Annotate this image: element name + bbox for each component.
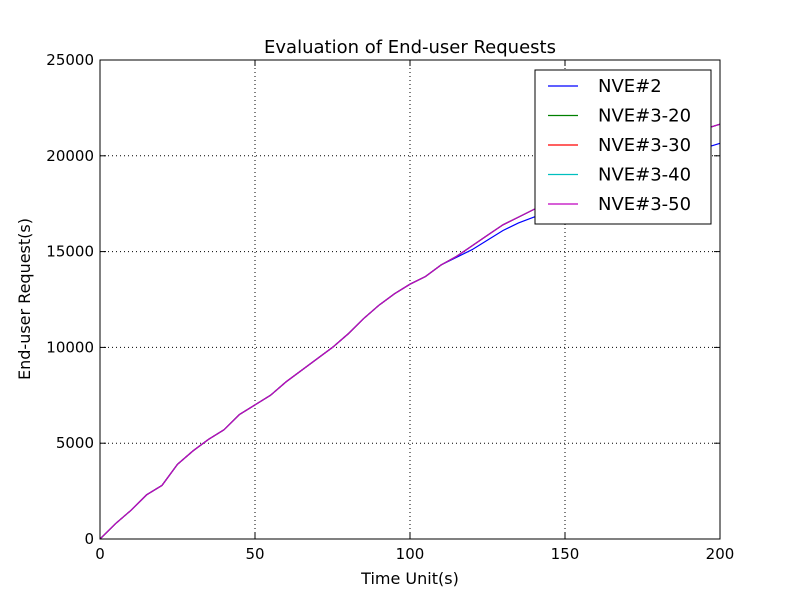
legend-label-4: NVE#3-50 (598, 194, 691, 215)
x-axis-label: Time Unit(s) (360, 569, 459, 588)
legend-box (534, 69, 712, 225)
x-tick-label-3: 150 (551, 545, 580, 563)
legend-label-3: NVE#3-40 (598, 165, 691, 186)
chart-title: Evaluation of End-user Requests (264, 37, 556, 58)
y-tick-label-3: 15000 (46, 243, 94, 261)
y-tick-label-2: 10000 (46, 338, 94, 356)
y-tick-label-5: 25000 (46, 51, 94, 69)
y-tick-label-4: 20000 (46, 147, 94, 165)
x-tick-label-4: 200 (706, 545, 735, 563)
x-tick-label-2: 100 (396, 545, 425, 563)
y-axis-label: End-user Request(s) (15, 218, 34, 380)
x-tick-label-1: 50 (245, 545, 264, 563)
legend-label-2: NVE#3-30 (598, 135, 691, 156)
legend-label-0: NVE#2 (598, 76, 662, 97)
axis-ticks: 0 50 100 150 200 0 5000 10000 15000 20000 25000 (46, 51, 734, 563)
legend: NVE#2 NVE#3-20 NVE#3-30 NVE#3-40 NVE#3-50 (534, 69, 712, 225)
y-tick-label-0: 0 (84, 530, 94, 548)
legend-label-1: NVE#3-20 (598, 106, 691, 127)
y-tick-label-1: 5000 (56, 434, 94, 452)
x-tick-label-0: 0 (95, 545, 105, 563)
